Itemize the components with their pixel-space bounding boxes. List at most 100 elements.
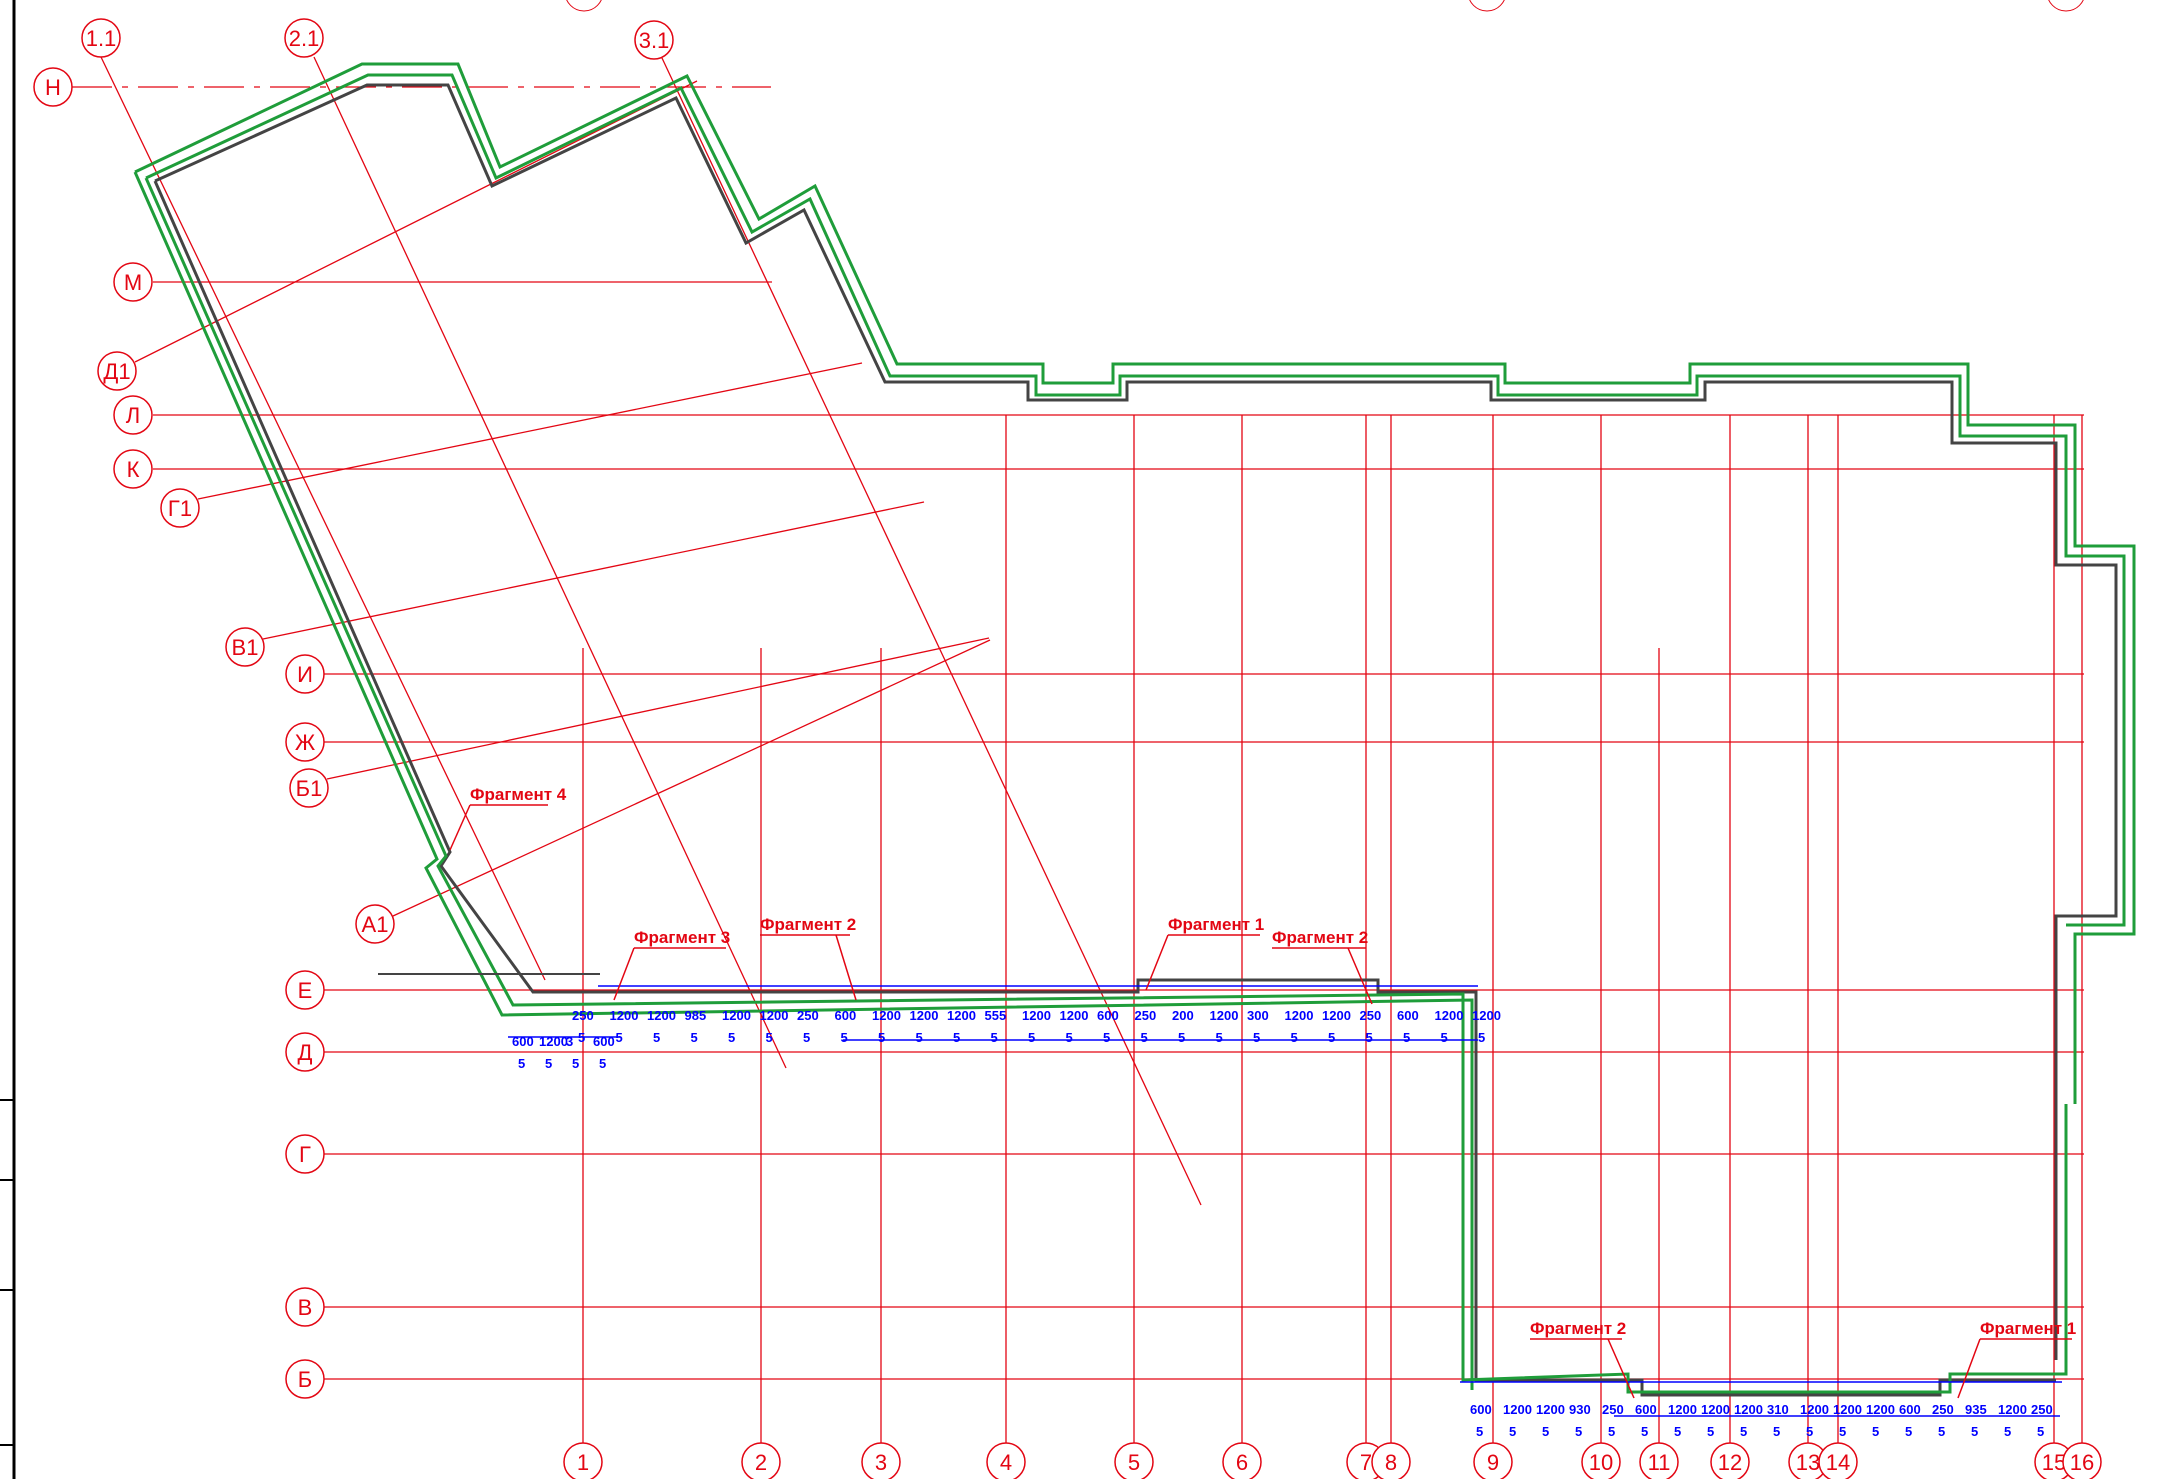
dimension-step-label: 5 — [1608, 1424, 1615, 1439]
axis-bubble-М: М — [113, 262, 153, 302]
dimension-step-label: 5 — [518, 1056, 525, 1071]
axis-bubble-Л: Л — [113, 395, 153, 435]
axis-bubble-Г1: Г1 — [160, 488, 200, 528]
axis-line-А1 — [392, 639, 991, 917]
dimension-value: 600 — [1097, 1008, 1119, 1023]
axis-bubble-circle — [2062, 1442, 2102, 1479]
axis-label: 11 — [1648, 1450, 1671, 1475]
axis-label: 8 — [1385, 1450, 1397, 1475]
dimension-value: 3 — [566, 1034, 573, 1049]
axis-bubble-16: 16 — [2062, 1442, 2102, 1479]
dimension-step-label: 5 — [1971, 1424, 1978, 1439]
dimension-value: 600 — [1635, 1402, 1657, 1417]
dimension-step-label: 5 — [1806, 1424, 1813, 1439]
axis-bubble-4: 4 — [986, 1442, 1026, 1479]
insulation-south-west-b — [144, 177, 2068, 1394]
dimension-value: 1200 — [1022, 1008, 1051, 1023]
axis-label: В — [298, 1295, 313, 1320]
axis-bubble-11: 11 — [1639, 1442, 1679, 1479]
axis-bubble-Г: Г — [285, 1134, 325, 1174]
fragment-labels: Фрагмент 4 Фрагмент 3 Фрагмент 2 Фрагмен… — [449, 785, 2076, 1399]
axis-label: Д1 — [103, 359, 130, 384]
dimension-value: 1200 — [1833, 1402, 1862, 1417]
wall-line — [154, 83, 2118, 1360]
axis-label: 2.1 — [289, 26, 320, 51]
axis-bubble-circle — [289, 768, 329, 808]
axis-label: Е — [298, 978, 313, 1003]
axis-bubble-circle — [1222, 1442, 1262, 1479]
dimension-step-label: 5 — [1905, 1424, 1912, 1439]
axis-bubble-А1: А1 — [355, 904, 395, 944]
dimension-value: 1200 — [1285, 1008, 1314, 1023]
axis-bubble-Ж: Ж — [285, 722, 325, 762]
dimension-value: 1200 — [1322, 1008, 1351, 1023]
dimension-step-label: 5 — [1028, 1030, 1035, 1045]
dimension-value: 1200 — [610, 1008, 639, 1023]
axis-line-3.1 — [661, 57, 1202, 1206]
axis-label: 1.1 — [86, 26, 117, 51]
dimension-step-label: 5 — [545, 1056, 552, 1071]
axis-label: К — [127, 457, 140, 482]
axis-bubble-3.1: 3.1 — [634, 20, 674, 60]
axis-bubble-circle — [861, 1442, 901, 1479]
dimension-step-label: 5 — [1740, 1424, 1747, 1439]
axis-label: В1 — [232, 635, 259, 660]
dimension-value: 600 — [593, 1034, 615, 1049]
axis-bubble-circle — [1710, 1442, 1750, 1479]
dimension-step-label: 5 — [1103, 1030, 1110, 1045]
dimension-value: 250 — [572, 1008, 594, 1023]
axis-bubble-10: 10 — [1581, 1442, 1621, 1479]
dimension-step-label: 5 — [1938, 1424, 1945, 1439]
dimension-step-label: 5 — [1328, 1030, 1335, 1045]
dimension-value: 1200 — [1435, 1008, 1464, 1023]
axis-label: Д — [298, 1040, 313, 1065]
axis-bubble-2.1: 2.1 — [284, 18, 324, 58]
dimension-step-label: 5 — [916, 1030, 923, 1045]
axis-bubble-К: К — [113, 449, 153, 489]
axis-label: Н — [45, 75, 61, 100]
axis-label: Б — [298, 1367, 312, 1392]
dimension-step-label: 5 — [1542, 1424, 1549, 1439]
axis-label: Г1 — [168, 496, 192, 521]
insulation-south-west-a — [133, 171, 1474, 1390]
axis-line-Д1 — [134, 80, 698, 363]
dimension-step-label: 5 — [1366, 1030, 1373, 1045]
axis-bubble-circle — [285, 722, 325, 762]
dimension-value: 1200 — [539, 1034, 568, 1049]
dimension-step-label: 5 — [1441, 1030, 1448, 1045]
axis-bubble-partial — [1469, 0, 1505, 12]
dimension-step-label: 5 — [1178, 1030, 1185, 1045]
axis-bubble-Б1: Б1 — [289, 768, 329, 808]
axis-label: Б1 — [296, 776, 323, 801]
axis-label: 1 — [577, 1450, 589, 1475]
axis-label: 9 — [1487, 1450, 1499, 1475]
axis-bubble-circle — [284, 18, 324, 58]
dimension-value: 1200 — [1998, 1402, 2027, 1417]
dimension-step-label: 5 — [1066, 1030, 1073, 1045]
axis-bubble-circle — [113, 449, 153, 489]
axis-label: 10 — [1589, 1450, 1613, 1475]
dimension-value: 1200 — [1800, 1402, 1829, 1417]
dimension-value: 1200 — [947, 1008, 976, 1023]
axis-bubble-circle — [285, 654, 325, 694]
dimension-value: 1200 — [1668, 1402, 1697, 1417]
axis-bubble-Е: Е — [285, 970, 325, 1010]
axis-label: 2 — [755, 1450, 767, 1475]
axis-bubble-8: 8 — [1371, 1442, 1411, 1479]
fragment-label: Фрагмент 2 — [1272, 928, 1368, 947]
dimension-step-label: 5 — [766, 1030, 773, 1045]
dimension-value: 930 — [1569, 1402, 1591, 1417]
axis-label: 7 — [1360, 1450, 1372, 1475]
axis-label: Л — [126, 403, 140, 428]
dimension-value: 250 — [1360, 1008, 1382, 1023]
dimension-value: 1200 — [1866, 1402, 1895, 1417]
dimension-step-label: 5 — [1773, 1424, 1780, 1439]
dimension-value: 250 — [797, 1008, 819, 1023]
axis-bubble-circle — [285, 1032, 325, 1072]
dimension-chains — [508, 985, 2062, 1417]
axis-bubble-circle — [563, 1442, 603, 1479]
axis-bubble-3: 3 — [861, 1442, 901, 1479]
axis-bubble-5: 5 — [1114, 1442, 1154, 1479]
axis-bubble-circle — [113, 262, 153, 302]
